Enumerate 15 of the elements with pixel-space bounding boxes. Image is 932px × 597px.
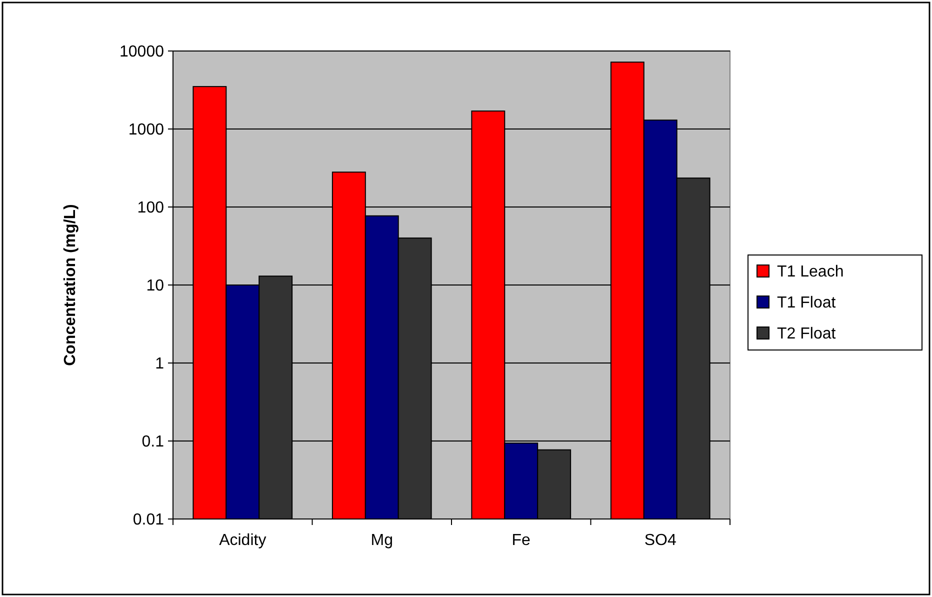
y-tick-label: 1000 <box>128 122 164 139</box>
legend-label: T1 Float <box>777 294 836 312</box>
y-tick-label: 0.1 <box>142 434 164 451</box>
y-tick-label: 0.01 <box>132 512 164 529</box>
legend-label: T2 Float <box>777 326 836 343</box>
x-tick-label: Fe <box>512 532 531 549</box>
y-tick-label: 10 <box>146 278 164 295</box>
x-tick-label: Acidity <box>219 532 266 549</box>
x-tick-label: Mg <box>370 532 393 549</box>
y-tick-label: 1 <box>155 356 164 373</box>
y-tick-label: 100 <box>137 200 164 217</box>
y-axis-title: Concentration (mg/L) <box>62 204 79 366</box>
x-tick-label: SO4 <box>644 532 676 549</box>
legend-label: T1 Leach <box>777 264 844 281</box>
y-tick-label: 10000 <box>120 44 164 61</box>
